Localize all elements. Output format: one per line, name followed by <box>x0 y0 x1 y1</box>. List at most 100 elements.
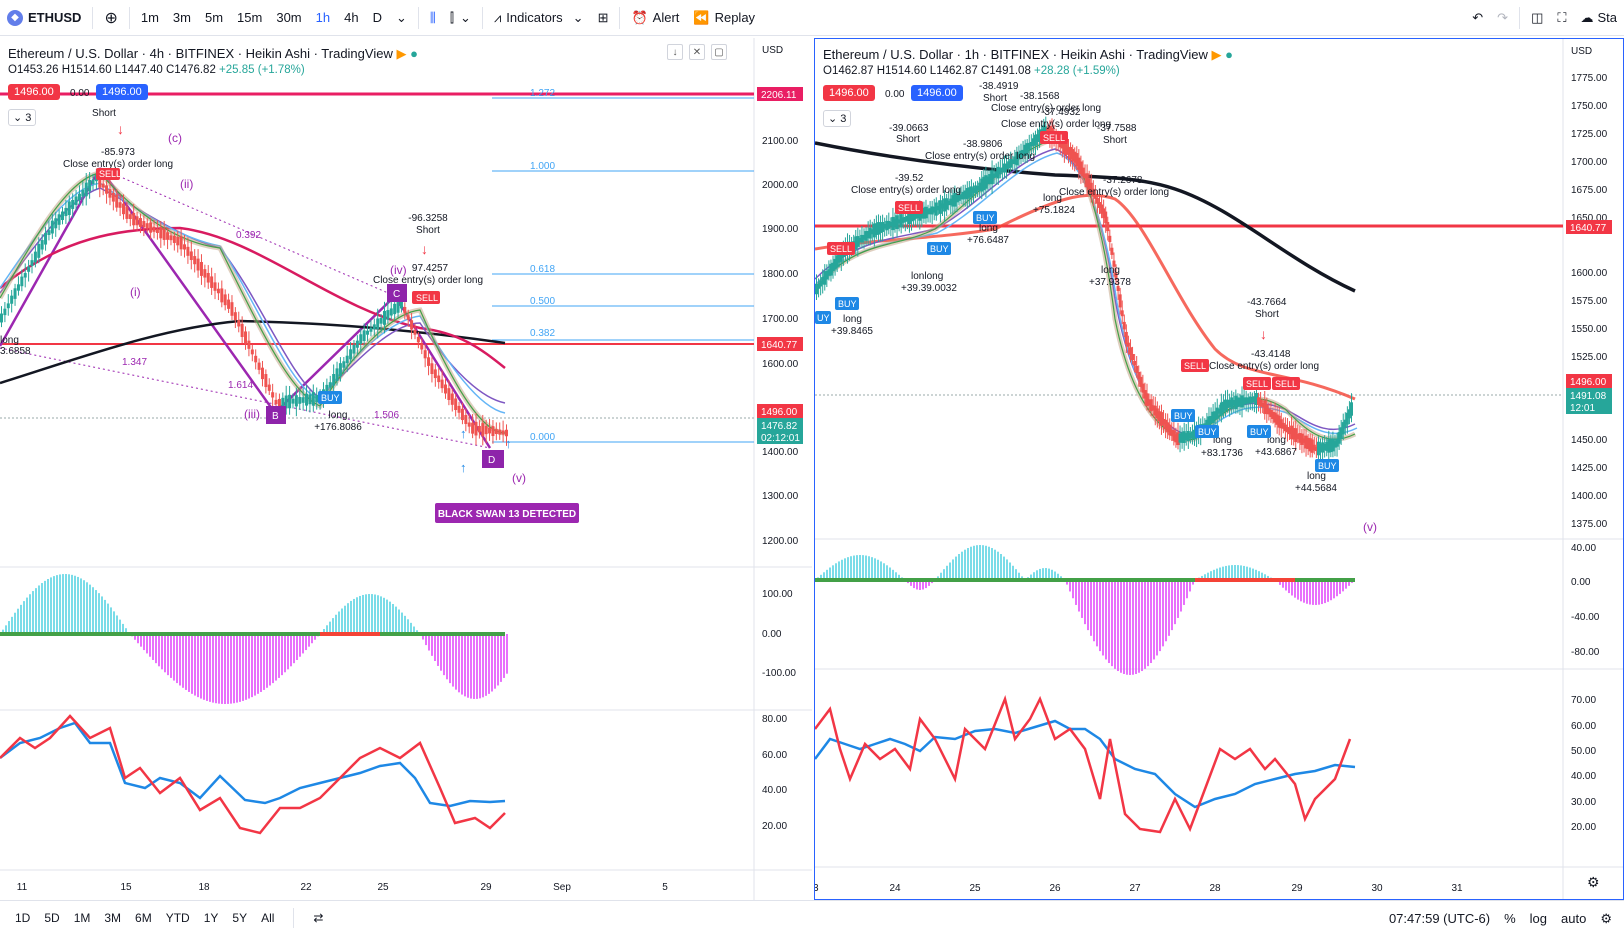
candle-body <box>230 302 234 316</box>
candle-body <box>443 384 447 394</box>
candle-body <box>1162 418 1166 425</box>
candle-body <box>1067 147 1071 155</box>
interval-1h[interactable]: 1h <box>315 10 331 25</box>
date-axis[interactable]: 23 24 25 26 27 28 29 30 31 <box>815 883 1463 894</box>
buy-price-button[interactable]: 1496.00 <box>911 85 963 101</box>
indicators-collapse[interactable]: ⌄ 3 <box>823 110 852 127</box>
price-tick: 1725.00 <box>1571 129 1608 140</box>
chart-type-button[interactable]: ⫿ ⌄ <box>443 0 478 36</box>
interval-3m[interactable]: 3m <box>172 10 191 25</box>
hide-button[interactable]: ✕ <box>689 44 705 60</box>
candle-body <box>1277 415 1281 428</box>
anno-6-value: -37.7588 <box>1097 123 1137 134</box>
range-5y[interactable]: 5Y <box>232 911 248 925</box>
indicators-collapse[interactable]: ⌄ 3 <box>8 109 37 126</box>
interval-1m[interactable]: 1m <box>140 10 159 25</box>
candle-body <box>1106 221 1110 232</box>
maximize-button[interactable]: ▢ <box>711 44 727 60</box>
scroll-down-button[interactable]: ↓ <box>667 44 683 60</box>
candle-body <box>250 349 254 355</box>
candle-body <box>399 297 403 309</box>
candle-body <box>1126 342 1130 347</box>
settings-gear-icon[interactable]: ⚙ <box>1600 910 1612 926</box>
date-axis[interactable]: 11 15 18 22 25 29 Sep 5 <box>17 882 668 893</box>
candle-body <box>1071 149 1075 162</box>
candle-body <box>477 425 481 433</box>
price-tick: 1600.00 <box>1571 268 1608 279</box>
right-chart-canvas[interactable]: -38.4919 Short -38.1568 Close entry(s) o… <box>815 39 1623 899</box>
candle-body <box>1269 409 1273 417</box>
sell-price-button[interactable]: 1496.00 <box>8 84 60 100</box>
date-tick: 30 <box>1371 883 1383 894</box>
candle-body <box>1019 150 1023 159</box>
undo-button[interactable]: ↶ <box>1465 0 1490 36</box>
right-chart-pane[interactable]: -38.4919 Short -38.1568 Close entry(s) o… <box>814 38 1624 900</box>
osc-tick: -80.00 <box>1571 647 1600 658</box>
rsi-blue-line <box>0 721 506 808</box>
layout-button[interactable]: ◫ <box>1524 0 1550 36</box>
live-dot-icon: ● <box>410 46 418 61</box>
left-chart-pane[interactable]: 1.272 1.000 0.618 0.500 0.382 0.000 (c) … <box>0 38 812 900</box>
interval-15m[interactable]: 15m <box>237 10 263 25</box>
candle-body <box>1242 397 1246 405</box>
candle-body <box>264 374 268 388</box>
date-tick: 25 <box>969 883 981 894</box>
currency-label[interactable]: USD <box>762 45 783 56</box>
goto-date-button[interactable]: ⇄ <box>306 911 330 925</box>
chart-legend[interactable]: Ethereum / U.S. Dollar · 1h · BITFINEX ·… <box>823 47 1233 63</box>
candle-body <box>159 226 163 239</box>
auto-toggle[interactable]: auto <box>1561 911 1587 926</box>
range-1y[interactable]: 1Y <box>203 911 219 925</box>
chevron-down-icon: ⌄ <box>13 112 23 124</box>
log-toggle[interactable]: log <box>1529 911 1548 926</box>
candle-body <box>1153 405 1157 416</box>
chart-legend[interactable]: Ethereum / U.S. Dollar · 4h · BITFINEX ·… <box>8 46 418 62</box>
clock-time[interactable]: 07:47:59 (UTC-6) <box>1388 911 1491 926</box>
percent-toggle[interactable]: % <box>1504 911 1516 926</box>
interval-30m[interactable]: 30m <box>276 10 302 25</box>
left-chart-canvas[interactable]: 1.272 1.000 0.618 0.500 0.382 0.000 (c) … <box>0 38 812 900</box>
anno-8-value: -37.2678 <box>1103 175 1143 186</box>
redo-button[interactable]: ↷ <box>1490 0 1515 36</box>
range-5d[interactable]: 5D <box>44 911 60 925</box>
range-6m[interactable]: 6M <box>135 911 152 925</box>
buy-price-button[interactable]: 1496.00 <box>96 84 148 100</box>
candle-body <box>1118 294 1122 308</box>
candle-body <box>328 382 332 388</box>
replay-button[interactable]: ⏪ Replay <box>686 0 762 36</box>
price-axis[interactable]: 1775.00 1750.00 1725.00 1700.00 1675.00 1650.… <box>1571 73 1608 833</box>
candle-body <box>386 310 390 320</box>
tag-last-text: 1491.08 <box>1570 391 1607 402</box>
templates-button[interactable]: ⊞ <box>591 0 616 36</box>
symbol-search[interactable]: ◆ ETHUSD <box>0 0 88 36</box>
indicators-button[interactable]: ⩘ Indicators ⌄ <box>487 0 591 36</box>
candle-body <box>1083 173 1087 179</box>
candle-body <box>1073 151 1077 163</box>
candle-body <box>1124 331 1128 345</box>
range-all[interactable]: All <box>261 911 275 925</box>
currency-label[interactable]: USD <box>1571 46 1592 57</box>
range-1d[interactable]: 1D <box>15 911 31 925</box>
candle-body <box>831 262 835 272</box>
settings-gear-icon[interactable]: ⚙ <box>1587 874 1600 890</box>
candle-body <box>91 179 95 184</box>
range-3m[interactable]: 3M <box>104 911 122 925</box>
cloud-icon: ☁ <box>1580 9 1594 25</box>
interval-4h[interactable]: 4h <box>344 10 359 25</box>
range-ytd[interactable]: YTD <box>165 911 190 925</box>
add-symbol-button[interactable]: ⊕ <box>97 0 124 36</box>
alert-button[interactable]: ⏰ Alert <box>624 0 686 36</box>
interval-d[interactable]: D <box>372 10 382 25</box>
snapshot-button[interactable]: ☁ Sta <box>1573 0 1624 36</box>
range-1m[interactable]: 1M <box>73 911 91 925</box>
candle-body <box>1188 432 1192 439</box>
candle-body <box>393 303 397 315</box>
interval-dropdown[interactable]: ⌄ <box>389 0 414 36</box>
compare-button[interactable]: ⫼ <box>423 0 443 36</box>
sell-price-button[interactable]: 1496.00 <box>823 85 875 101</box>
price-axis[interactable]: 2100.00 2000.00 1900.00 1800.00 1700.00 1600.… <box>762 136 799 832</box>
fullscreen-button[interactable]: ⛶ <box>1550 0 1573 36</box>
interval-5m[interactable]: 5m <box>204 10 224 25</box>
candle-body <box>1155 408 1159 419</box>
candle-body <box>881 222 885 232</box>
